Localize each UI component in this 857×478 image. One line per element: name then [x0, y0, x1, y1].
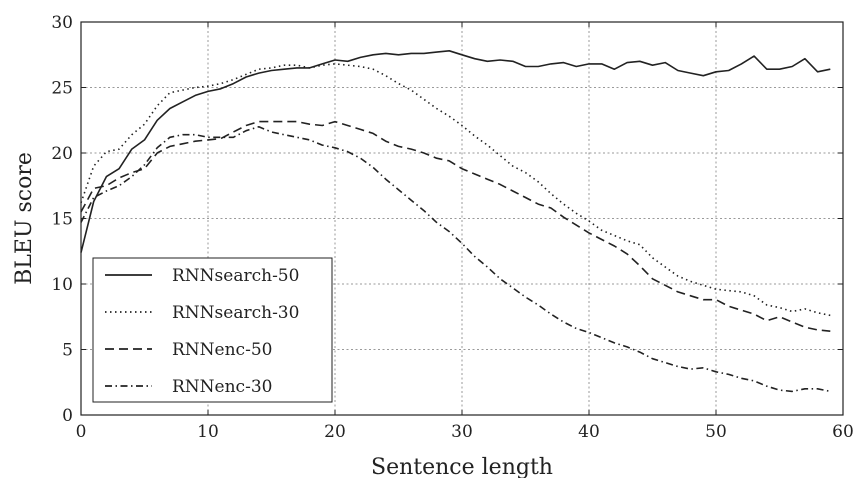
x-tick-label: 10 — [197, 422, 219, 442]
x-tick-label: 40 — [578, 422, 600, 442]
legend-box — [92, 257, 333, 403]
y-tick-label: 20 — [51, 144, 73, 164]
x-tick-label: 50 — [705, 422, 727, 442]
axis-ticks: 0 10 20 30 40 50 60 0 5 10 15 20 25 30 — [51, 13, 853, 442]
y-tick-label: 25 — [51, 79, 73, 99]
series-lines — [80, 49, 831, 393]
y-axis-title: BLEU score — [12, 152, 37, 285]
series-line-rnnsearch-50 — [80, 49, 831, 253]
x-tick-label: 30 — [451, 422, 473, 442]
x-axis-title: Sentence length — [371, 455, 553, 478]
legend-label-rnnenc-30: RNNenc-30 — [172, 377, 272, 397]
y-tick-label: 10 — [51, 275, 73, 295]
x-tick-label: 20 — [324, 422, 346, 442]
legend-label-rnnsearch-30: RNNsearch-30 — [172, 303, 299, 323]
series-line-rnnsearch-30 — [80, 63, 831, 317]
y-tick-label: 30 — [51, 13, 73, 33]
legend: RNNsearch-50 RNNsearch-30 RNNenc-50 RNNe… — [92, 257, 333, 403]
legend-label-rnnenc-50: RNNenc-50 — [172, 340, 272, 360]
x-tick-label: 60 — [832, 422, 854, 442]
legend-label-rnnsearch-50: RNNsearch-50 — [172, 266, 299, 286]
series-line-rnnenc-50 — [80, 120, 831, 332]
x-tick-label: 0 — [76, 422, 87, 442]
y-tick-label: 5 — [62, 341, 73, 361]
y-tick-label: 15 — [51, 210, 73, 230]
y-tick-label: 0 — [62, 406, 73, 426]
